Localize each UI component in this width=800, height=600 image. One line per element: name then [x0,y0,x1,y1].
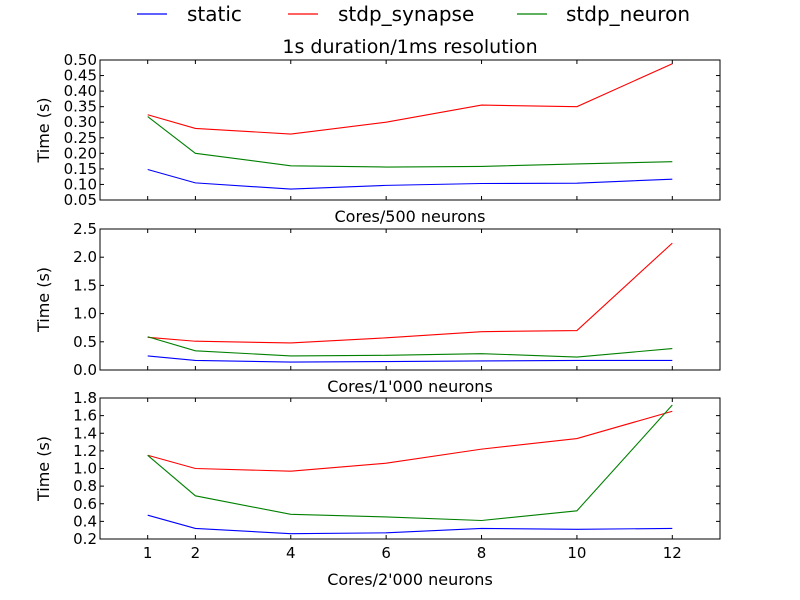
y-tick-label: 0.8 [73,477,97,495]
y-axis-label: Time (s) [34,267,53,333]
x-tick-label: 6 [381,544,391,562]
x-tick-label: 8 [477,544,487,562]
y-axis-label: Time (s) [34,97,53,163]
x-tick-label: 10 [567,544,586,562]
y-tick-label: 1.2 [73,442,97,460]
y-tick-label: 1.6 [73,407,97,425]
y-tick-label: 0.6 [73,495,97,513]
y-tick-label: 2.5 [73,220,97,238]
y-tick-label: 0.5 [73,333,97,351]
y-axis-label: Time (s) [34,436,53,502]
x-axis-label: Cores/2'000 neurons [327,570,493,589]
y-tick-label: 0.0 [73,361,97,379]
series-line-static [147,514,673,535]
y-tick-label: 1.0 [73,460,97,478]
x-tick-label: 4 [286,544,296,562]
y-tick-label: 0.2 [73,530,97,548]
y-tick-label: 0.15 [64,160,97,178]
chart-panel-3: 0.20.40.60.81.01.21.41.61.81 2 4 6 8 10 12Time… [34,389,721,589]
y-tick-label: 0.05 [64,191,97,209]
legend-entry-static: static [137,2,242,26]
y-tick-label: 0.50 [64,51,97,69]
series-line-static [147,168,673,190]
y-tick-label: 2.0 [73,248,97,266]
y-tick-label: 1.4 [73,424,97,442]
legend-entry-stdp-neuron: stdp_neuron [517,2,690,26]
x-tick-label: 12 [663,544,682,562]
legend: static stdp_synapse stdp_neuron [137,2,690,26]
chart-title: 1s duration/1ms resolution [282,36,537,58]
series-line-stdp-neuron [147,116,673,168]
series-line-stdp-synapse [147,63,673,135]
y-tick-label: 1.8 [73,389,97,407]
series-line-stdp-neuron [147,404,673,522]
chart-panel-2: 0.0 0.5 1.0 1.5 2.0 2.5 Time (s) Cores/1'000 ne… [34,220,721,396]
y-tick-label: 0.4 [73,512,97,530]
legend-label: static [187,2,242,26]
y-tick-label: 0.40 [64,82,97,100]
plot-frame [99,228,721,371]
x-axis-label: Cores/500 neurons [335,207,486,226]
x-tick-label: 1 [143,544,153,562]
y-tick-label: 0.20 [64,144,97,162]
legend-label: stdp_synapse [338,2,474,26]
chart-panel-1: 0.050.100.150.200.250.300.350.400.450.50… [34,36,721,226]
series-line-stdp-synapse [147,242,673,344]
series-line-stdp-synapse [147,410,673,472]
y-tick-label: 1.5 [73,276,97,294]
plot-frame [99,59,721,201]
y-tick-label: 0.25 [64,129,97,147]
x-tick-label: 2 [191,544,201,562]
y-tick-label: 0.35 [64,98,97,116]
x-axis-label: Cores/1'000 neurons [327,377,493,396]
y-tick-label: 0.10 [64,175,97,193]
series-line-static [147,355,673,363]
chart-panels: 0.050.100.150.200.250.300.350.400.450.50… [34,36,721,589]
legend-label: stdp_neuron [566,2,690,26]
legend-entry-stdp-synapse: stdp_synapse [288,2,474,26]
y-tick-label: 0.30 [64,113,97,131]
y-tick-label: 1.0 [73,305,97,323]
series-line-stdp-neuron [147,336,673,358]
y-tick-label: 0.45 [64,67,97,85]
